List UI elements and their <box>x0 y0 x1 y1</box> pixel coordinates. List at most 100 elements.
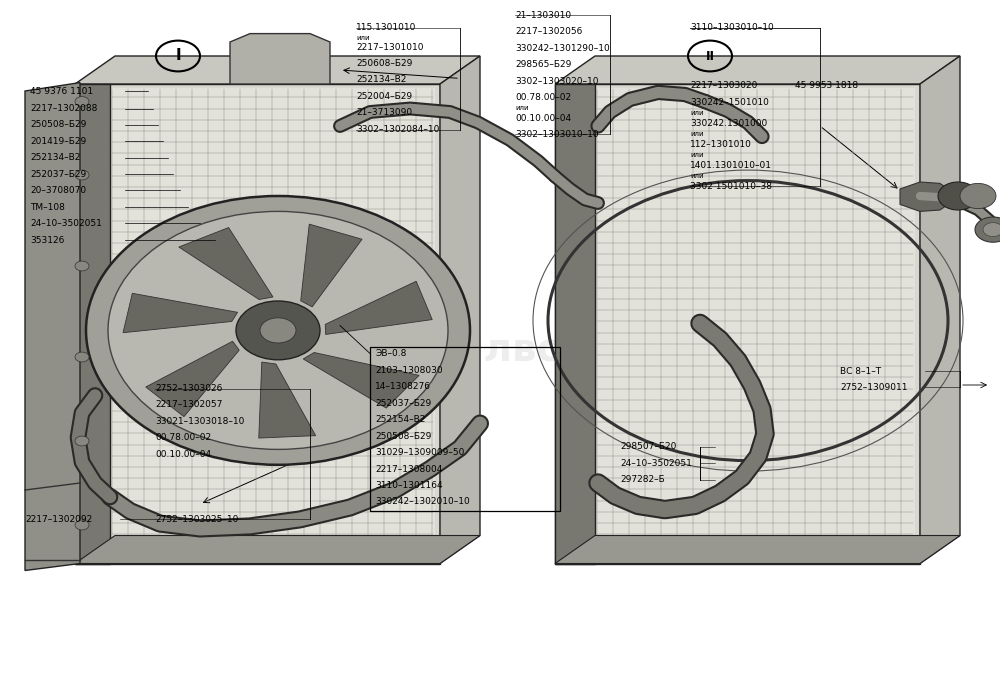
Polygon shape <box>75 536 480 564</box>
Polygon shape <box>440 56 480 564</box>
Text: 2217–1302092: 2217–1302092 <box>25 515 92 524</box>
Text: 2752–1303026: 2752–1303026 <box>155 384 222 393</box>
Polygon shape <box>555 84 595 564</box>
Text: II: II <box>706 50 714 62</box>
Text: или: или <box>690 132 704 137</box>
Text: 353126: 353126 <box>30 236 64 244</box>
Circle shape <box>75 261 89 271</box>
Text: 201419–Б29: 201419–Б29 <box>30 137 86 146</box>
Text: 21–3713090: 21–3713090 <box>356 108 412 117</box>
Polygon shape <box>920 56 960 564</box>
Circle shape <box>75 170 89 180</box>
Text: 252037–Б29: 252037–Б29 <box>375 399 431 407</box>
Polygon shape <box>25 83 80 570</box>
Polygon shape <box>75 56 480 84</box>
Circle shape <box>75 97 89 106</box>
Text: 2752–1309011: 2752–1309011 <box>840 383 908 391</box>
Text: 115.1301010: 115.1301010 <box>356 24 416 32</box>
Polygon shape <box>75 84 110 564</box>
Text: 3110–1303010–10: 3110–1303010–10 <box>690 24 774 32</box>
Text: 330242–1501010: 330242–1501010 <box>690 98 769 106</box>
Text: 24–10–3502051: 24–10–3502051 <box>30 219 102 228</box>
Text: или: или <box>690 111 704 116</box>
Text: 250508–Б29: 250508–Б29 <box>375 432 431 440</box>
Text: I: I <box>175 48 181 64</box>
Text: 330242.1301000: 330242.1301000 <box>690 119 767 127</box>
Circle shape <box>960 183 996 209</box>
Text: 3302–1303020–10: 3302–1303020–10 <box>515 77 598 85</box>
Text: 330242–1302010–10: 330242–1302010–10 <box>375 498 470 506</box>
Polygon shape <box>230 34 330 84</box>
Text: 33021–1303018–10: 33021–1303018–10 <box>155 417 244 426</box>
Text: 2217–1301010: 2217–1301010 <box>356 43 424 52</box>
Circle shape <box>983 223 1000 237</box>
Text: 298565–Б29: 298565–Б29 <box>515 60 571 69</box>
Polygon shape <box>555 84 920 564</box>
Text: 330242–1301290–10: 330242–1301290–10 <box>515 44 610 52</box>
Circle shape <box>938 182 978 210</box>
Text: 24–10–3502051: 24–10–3502051 <box>620 459 692 468</box>
Text: 250608–Б29: 250608–Б29 <box>356 60 412 68</box>
Text: 00.10.00–04: 00.10.00–04 <box>155 450 211 459</box>
Circle shape <box>108 211 448 449</box>
Text: 252134–В2: 252134–В2 <box>30 153 80 162</box>
Text: 20–3708070: 20–3708070 <box>30 186 86 195</box>
Circle shape <box>86 196 470 465</box>
Text: 21–1303010: 21–1303010 <box>515 11 571 20</box>
Text: или: или <box>690 174 704 179</box>
Bar <box>370 347 560 511</box>
Text: 14–1308276: 14–1308276 <box>375 382 431 391</box>
Text: ЭВ–0.8: ЭВ–0.8 <box>375 349 406 358</box>
Text: 3302–1303010–10: 3302–1303010–10 <box>515 130 599 139</box>
Text: 31029–1309009–50: 31029–1309009–50 <box>375 448 464 456</box>
Text: 2217–1303020: 2217–1303020 <box>690 81 757 90</box>
Circle shape <box>975 217 1000 242</box>
Text: или: или <box>515 106 528 111</box>
Text: 00.10.00–04: 00.10.00–04 <box>515 114 571 122</box>
Text: 2217–1302056: 2217–1302056 <box>515 27 582 36</box>
Text: 2217–1302057: 2217–1302057 <box>155 400 222 409</box>
Text: 250508–Б29: 250508–Б29 <box>30 120 86 129</box>
Text: 45 9376 1101: 45 9376 1101 <box>30 87 93 95</box>
Circle shape <box>260 318 296 343</box>
Text: ТМ–108: ТМ–108 <box>30 203 65 211</box>
Text: 252004–Б29: 252004–Б29 <box>356 92 412 101</box>
Circle shape <box>75 520 89 530</box>
Text: 3302–1302084–10: 3302–1302084–10 <box>356 125 439 134</box>
Text: 2217–1302088: 2217–1302088 <box>30 104 97 113</box>
Polygon shape <box>110 88 435 560</box>
Text: 252134–В2: 252134–В2 <box>356 76 406 84</box>
Polygon shape <box>325 281 432 335</box>
Polygon shape <box>146 341 239 416</box>
Polygon shape <box>303 353 419 408</box>
Polygon shape <box>555 56 960 84</box>
Text: 00.78.00–02: 00.78.00–02 <box>515 93 571 102</box>
Text: 45 9953 1818: 45 9953 1818 <box>795 81 858 90</box>
Text: 252154–В2: 252154–В2 <box>375 415 425 424</box>
Text: 112–1301010: 112–1301010 <box>690 140 752 148</box>
Polygon shape <box>75 84 440 564</box>
Text: кемлвс: кемлвс <box>400 331 560 369</box>
Circle shape <box>75 352 89 362</box>
Text: 00.78.00–02: 00.78.00–02 <box>155 433 211 442</box>
Polygon shape <box>259 362 316 438</box>
Text: или: или <box>690 153 704 158</box>
Text: 2103–1308030: 2103–1308030 <box>375 366 443 375</box>
Text: 298507–Б20: 298507–Б20 <box>620 442 676 451</box>
Text: 252037–Б29: 252037–Б29 <box>30 170 86 178</box>
Polygon shape <box>595 88 915 560</box>
Polygon shape <box>301 224 362 307</box>
Polygon shape <box>123 293 238 332</box>
Text: или: или <box>356 35 370 41</box>
Circle shape <box>75 436 89 446</box>
Circle shape <box>236 301 320 360</box>
Text: 3302 1501010–38: 3302 1501010–38 <box>690 182 772 190</box>
Text: 297282–Б: 297282–Б <box>620 475 665 484</box>
Polygon shape <box>555 536 960 564</box>
Text: 1401.1301010–01: 1401.1301010–01 <box>690 161 772 169</box>
Text: ВС 8–1–Т: ВС 8–1–Т <box>840 367 881 375</box>
Polygon shape <box>900 182 950 211</box>
Polygon shape <box>179 228 273 300</box>
Text: 2217–1308004: 2217–1308004 <box>375 465 442 473</box>
Text: 3110–1301164: 3110–1301164 <box>375 481 443 489</box>
